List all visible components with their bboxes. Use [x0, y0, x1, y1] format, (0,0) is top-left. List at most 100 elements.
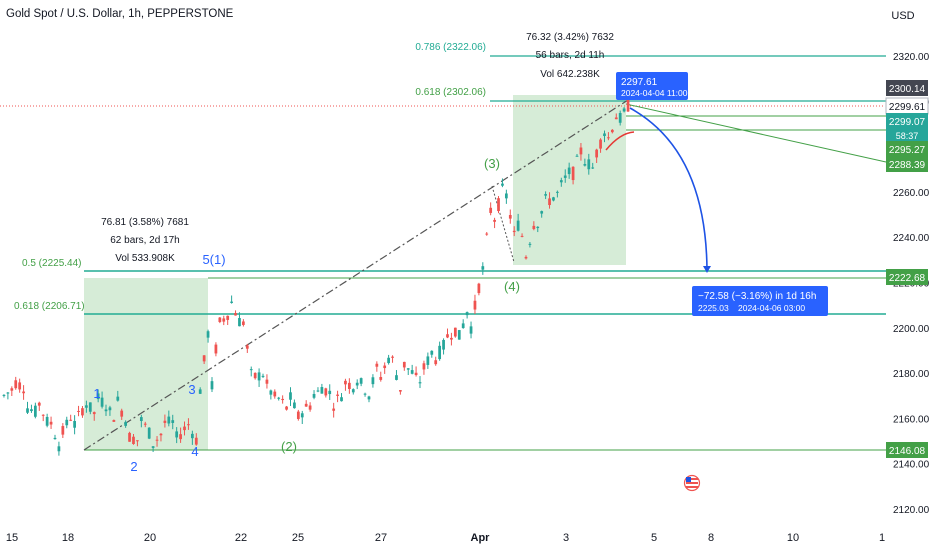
- candle-body: [603, 133, 606, 137]
- candle-body: [37, 402, 41, 406]
- candle-body: [595, 149, 599, 158]
- price-tag-bg: [886, 156, 928, 172]
- candle-body: [92, 412, 96, 415]
- wave-label-paren-4: (4): [504, 279, 520, 294]
- candle-body: [552, 197, 555, 201]
- candle-body: [556, 191, 559, 193]
- candle-body: [2, 394, 6, 396]
- trend-line-down: [625, 103, 887, 163]
- candle-body: [304, 403, 308, 407]
- price-tag-bg: [886, 113, 928, 129]
- candle-body: [516, 220, 520, 231]
- candle-body: [33, 405, 37, 417]
- x-tick-label: 1: [879, 532, 885, 544]
- y-tick-label: 2240.00: [893, 233, 930, 244]
- candle-body: [116, 396, 120, 401]
- candle-body: [347, 382, 351, 390]
- candle-body: [610, 129, 614, 133]
- x-tick-label: 5: [651, 532, 657, 544]
- fib-label-0786: 0.786 (2322.06): [415, 42, 486, 53]
- candle-body: [312, 393, 316, 398]
- candle-body: [245, 345, 249, 349]
- candle-body: [434, 360, 438, 365]
- candles: [2, 93, 630, 456]
- candle-body: [426, 356, 430, 365]
- candle-body: [532, 225, 536, 230]
- measure-2-line-3: Vol 642.238K: [540, 69, 600, 80]
- trend-line-dashdot: [83, 99, 629, 451]
- candle-body: [257, 372, 261, 381]
- candle-body: [328, 390, 332, 395]
- candle-body: [69, 419, 73, 421]
- candle-body: [167, 416, 171, 424]
- us-flag-event-icon[interactable]: [683, 474, 701, 492]
- candle-body: [626, 99, 630, 112]
- candle-body: [399, 390, 402, 392]
- candle-body: [249, 369, 253, 371]
- candle-body: [6, 392, 10, 394]
- candle-body: [430, 350, 434, 355]
- measure-1-line-3: Vol 533.908K: [115, 253, 175, 264]
- candle-body: [112, 420, 116, 422]
- candle-body: [269, 390, 273, 395]
- x-axis: 15 18 20 22 25 27 Apr 3 5 8 10 1: [6, 532, 885, 544]
- candle-body: [151, 446, 155, 448]
- candle-body: [41, 414, 45, 416]
- candle-body: [85, 405, 88, 408]
- candle-body: [402, 361, 406, 368]
- candle-body: [450, 337, 453, 340]
- candle-body: [508, 214, 512, 219]
- candle-body: [332, 408, 336, 411]
- candle-body: [320, 387, 324, 394]
- candle-body: [73, 420, 76, 428]
- candle-body: [10, 388, 14, 391]
- candle-body: [383, 365, 387, 369]
- candle-body: [497, 198, 500, 212]
- candle-body: [607, 137, 610, 139]
- candle-body: [622, 108, 626, 112]
- measure-1-line-2: 62 bars, 2d 17h: [110, 235, 180, 246]
- candle-body: [238, 318, 241, 327]
- candle-body: [583, 164, 587, 166]
- candle-body: [418, 382, 422, 384]
- x-tick-label: 3: [563, 532, 569, 544]
- candle-body: [155, 439, 159, 441]
- candle-body: [18, 382, 22, 390]
- candle-body: [575, 155, 579, 157]
- candle-body: [206, 331, 210, 338]
- wave-label-4: 4: [191, 444, 198, 459]
- candle-body: [273, 391, 277, 397]
- fib-label-0618-upper: 0.618 (2302.06): [415, 87, 486, 98]
- fib-label-05: 0.5 (2225.44): [22, 258, 82, 269]
- candle-body: [77, 410, 80, 412]
- y-tick-label: 2160.00: [893, 414, 930, 425]
- candle-body: [198, 389, 202, 394]
- candle-body: [253, 372, 257, 379]
- candle-body: [202, 355, 206, 362]
- candle-body: [375, 363, 379, 367]
- candle-body: [387, 357, 390, 364]
- wave-label-paren-2: (2): [281, 439, 297, 454]
- candle-body: [340, 397, 343, 402]
- wave-label-1: 1: [93, 386, 100, 401]
- wave-label-paren-3: (3): [484, 156, 500, 171]
- price-tag-label: 2288.39: [889, 160, 926, 171]
- candle-body: [57, 446, 61, 452]
- wave-label-3: 3: [188, 382, 195, 397]
- candle-body: [489, 207, 493, 213]
- callout-price-peak: 2297.61 2024-04-04 11:00: [616, 72, 688, 100]
- candle-body: [214, 344, 218, 354]
- x-tick-label: 8: [708, 532, 714, 544]
- candle-body: [147, 427, 151, 439]
- price-tag-bg: [886, 80, 928, 96]
- candle-body: [336, 394, 339, 396]
- candle-body: [49, 421, 53, 425]
- currency-selector[interactable]: USD: [891, 10, 915, 22]
- candle-body: [481, 266, 485, 270]
- price-tag-bg: [886, 442, 928, 458]
- candle-body: [324, 388, 328, 396]
- candle-body: [14, 380, 18, 389]
- candle-body: [391, 356, 394, 358]
- candle-body: [579, 147, 583, 155]
